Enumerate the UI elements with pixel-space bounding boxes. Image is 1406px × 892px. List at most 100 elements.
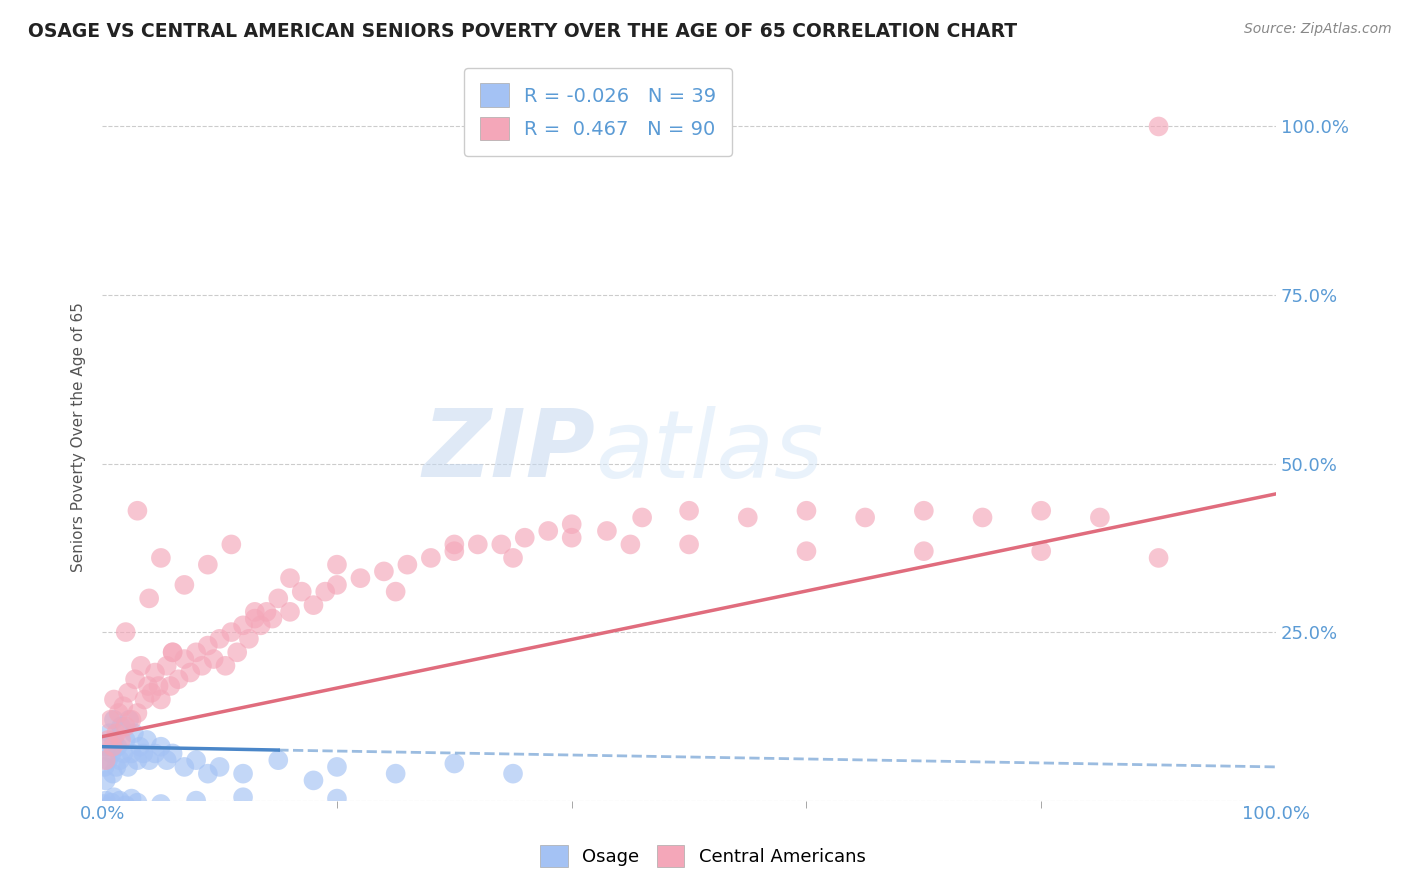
Point: [1031, 504, 1053, 518]
Point: [138, 591, 160, 606]
Point: [197, 639, 219, 653]
Legend: R = -0.026   N = 39, R =  0.467   N = 90: R = -0.026 N = 39, R = 0.467 N = 90: [464, 68, 733, 156]
Point: [107, 706, 129, 720]
Point: [208, 632, 231, 646]
Point: [93, 797, 115, 811]
Point: [112, 699, 135, 714]
Point: [737, 510, 759, 524]
Point: [127, 706, 149, 720]
Point: [1088, 510, 1111, 524]
Point: [122, 726, 145, 740]
Point: [853, 510, 876, 524]
Point: [278, 571, 301, 585]
Point: [232, 790, 254, 805]
Point: [796, 504, 818, 518]
Point: [96, 739, 118, 754]
Point: [121, 747, 143, 761]
Point: [184, 753, 207, 767]
Point: [110, 719, 132, 733]
Point: [249, 618, 271, 632]
Point: [302, 773, 325, 788]
Point: [208, 760, 231, 774]
Point: [167, 673, 190, 687]
Point: [678, 504, 700, 518]
Point: [129, 658, 152, 673]
Point: [631, 510, 654, 524]
Point: [443, 756, 465, 771]
Point: [132, 747, 155, 761]
Point: [1031, 544, 1053, 558]
Point: [443, 537, 465, 551]
Point: [184, 794, 207, 808]
Point: [467, 537, 489, 551]
Point: [97, 800, 120, 814]
Point: [136, 679, 159, 693]
Point: [128, 739, 150, 754]
Point: [226, 645, 249, 659]
Point: [326, 578, 349, 592]
Point: [114, 719, 136, 733]
Point: [162, 747, 184, 761]
Point: [121, 791, 143, 805]
Point: [127, 753, 149, 767]
Point: [156, 658, 179, 673]
Point: [326, 760, 349, 774]
Point: [221, 537, 243, 551]
Point: [112, 747, 135, 761]
Point: [103, 733, 125, 747]
Point: [173, 760, 195, 774]
Point: [110, 733, 132, 747]
Point: [202, 652, 225, 666]
Point: [384, 766, 406, 780]
Legend: Osage, Central Americans: Osage, Central Americans: [533, 838, 873, 874]
Point: [143, 747, 166, 761]
Point: [561, 517, 583, 532]
Point: [291, 584, 314, 599]
Point: [162, 645, 184, 659]
Point: [173, 652, 195, 666]
Point: [149, 550, 172, 565]
Point: [94, 794, 117, 808]
Point: [232, 766, 254, 780]
Point: [326, 791, 349, 805]
Text: atlas: atlas: [595, 406, 824, 497]
Point: [134, 692, 156, 706]
Point: [105, 760, 128, 774]
Point: [173, 578, 195, 592]
Point: [143, 665, 166, 680]
Point: [117, 760, 139, 774]
Point: [1147, 120, 1170, 134]
Point: [93, 760, 115, 774]
Point: [108, 794, 131, 808]
Point: [101, 739, 124, 754]
Point: [149, 739, 172, 754]
Point: [114, 798, 136, 813]
Point: [314, 584, 336, 599]
Point: [197, 558, 219, 572]
Point: [373, 565, 395, 579]
Point: [108, 753, 131, 767]
Point: [138, 753, 160, 767]
Point: [100, 747, 122, 761]
Point: [98, 726, 121, 740]
Point: [678, 537, 700, 551]
Point: [156, 753, 179, 767]
Point: [118, 713, 141, 727]
Point: [912, 544, 935, 558]
Point: [619, 537, 641, 551]
Point: [502, 766, 524, 780]
Point: [105, 726, 128, 740]
Point: [972, 510, 994, 524]
Point: [256, 605, 278, 619]
Point: [97, 753, 120, 767]
Point: [127, 504, 149, 518]
Point: [149, 797, 172, 811]
Point: [103, 692, 125, 706]
Point: [384, 584, 406, 599]
Point: [232, 618, 254, 632]
Point: [114, 733, 136, 747]
Point: [262, 611, 284, 625]
Point: [443, 544, 465, 558]
Point: [159, 679, 181, 693]
Point: [103, 713, 125, 727]
